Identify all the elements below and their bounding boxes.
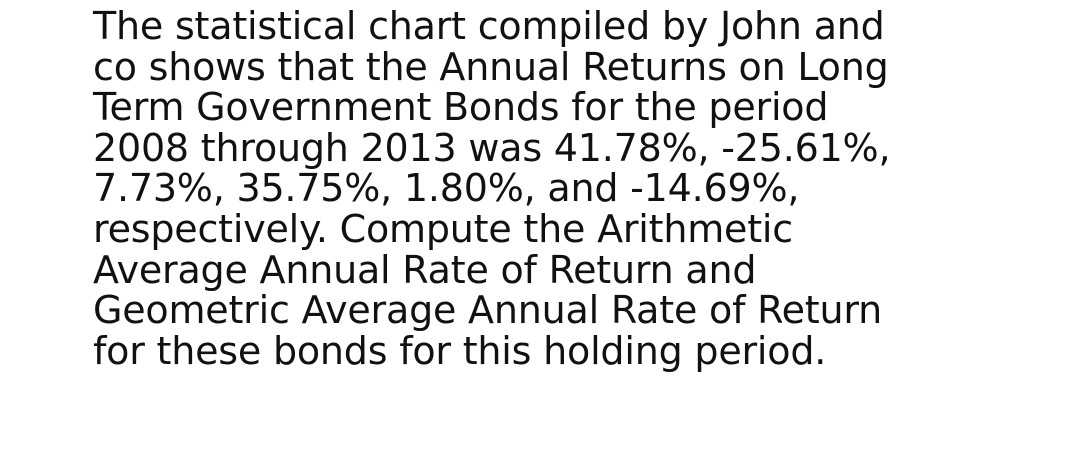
question-line-8: Geometric Average Annual Rate of Return bbox=[93, 288, 883, 333]
question-text: The statistical chart compiled by John a… bbox=[93, 6, 1063, 371]
question-line-1: The statistical chart compiled by John a… bbox=[93, 4, 885, 48]
question-line-6: respectively. Compute the Arithmetic bbox=[93, 206, 793, 251]
question-line-4: 2008 through 2013 was 41.78%, -25.61%, bbox=[93, 125, 891, 170]
question-line-3: Term Government Bonds for the period bbox=[93, 85, 829, 130]
question-line-2: co shows that the Annual Returns on Long bbox=[93, 44, 889, 89]
question-line-5: 7.73%, 35.75%, 1.80%, and -14.69%, bbox=[93, 166, 800, 211]
question-line-9: for these bonds for this holding period. bbox=[93, 328, 827, 373]
question-line-7: Average Annual Rate of Return and bbox=[93, 247, 757, 292]
